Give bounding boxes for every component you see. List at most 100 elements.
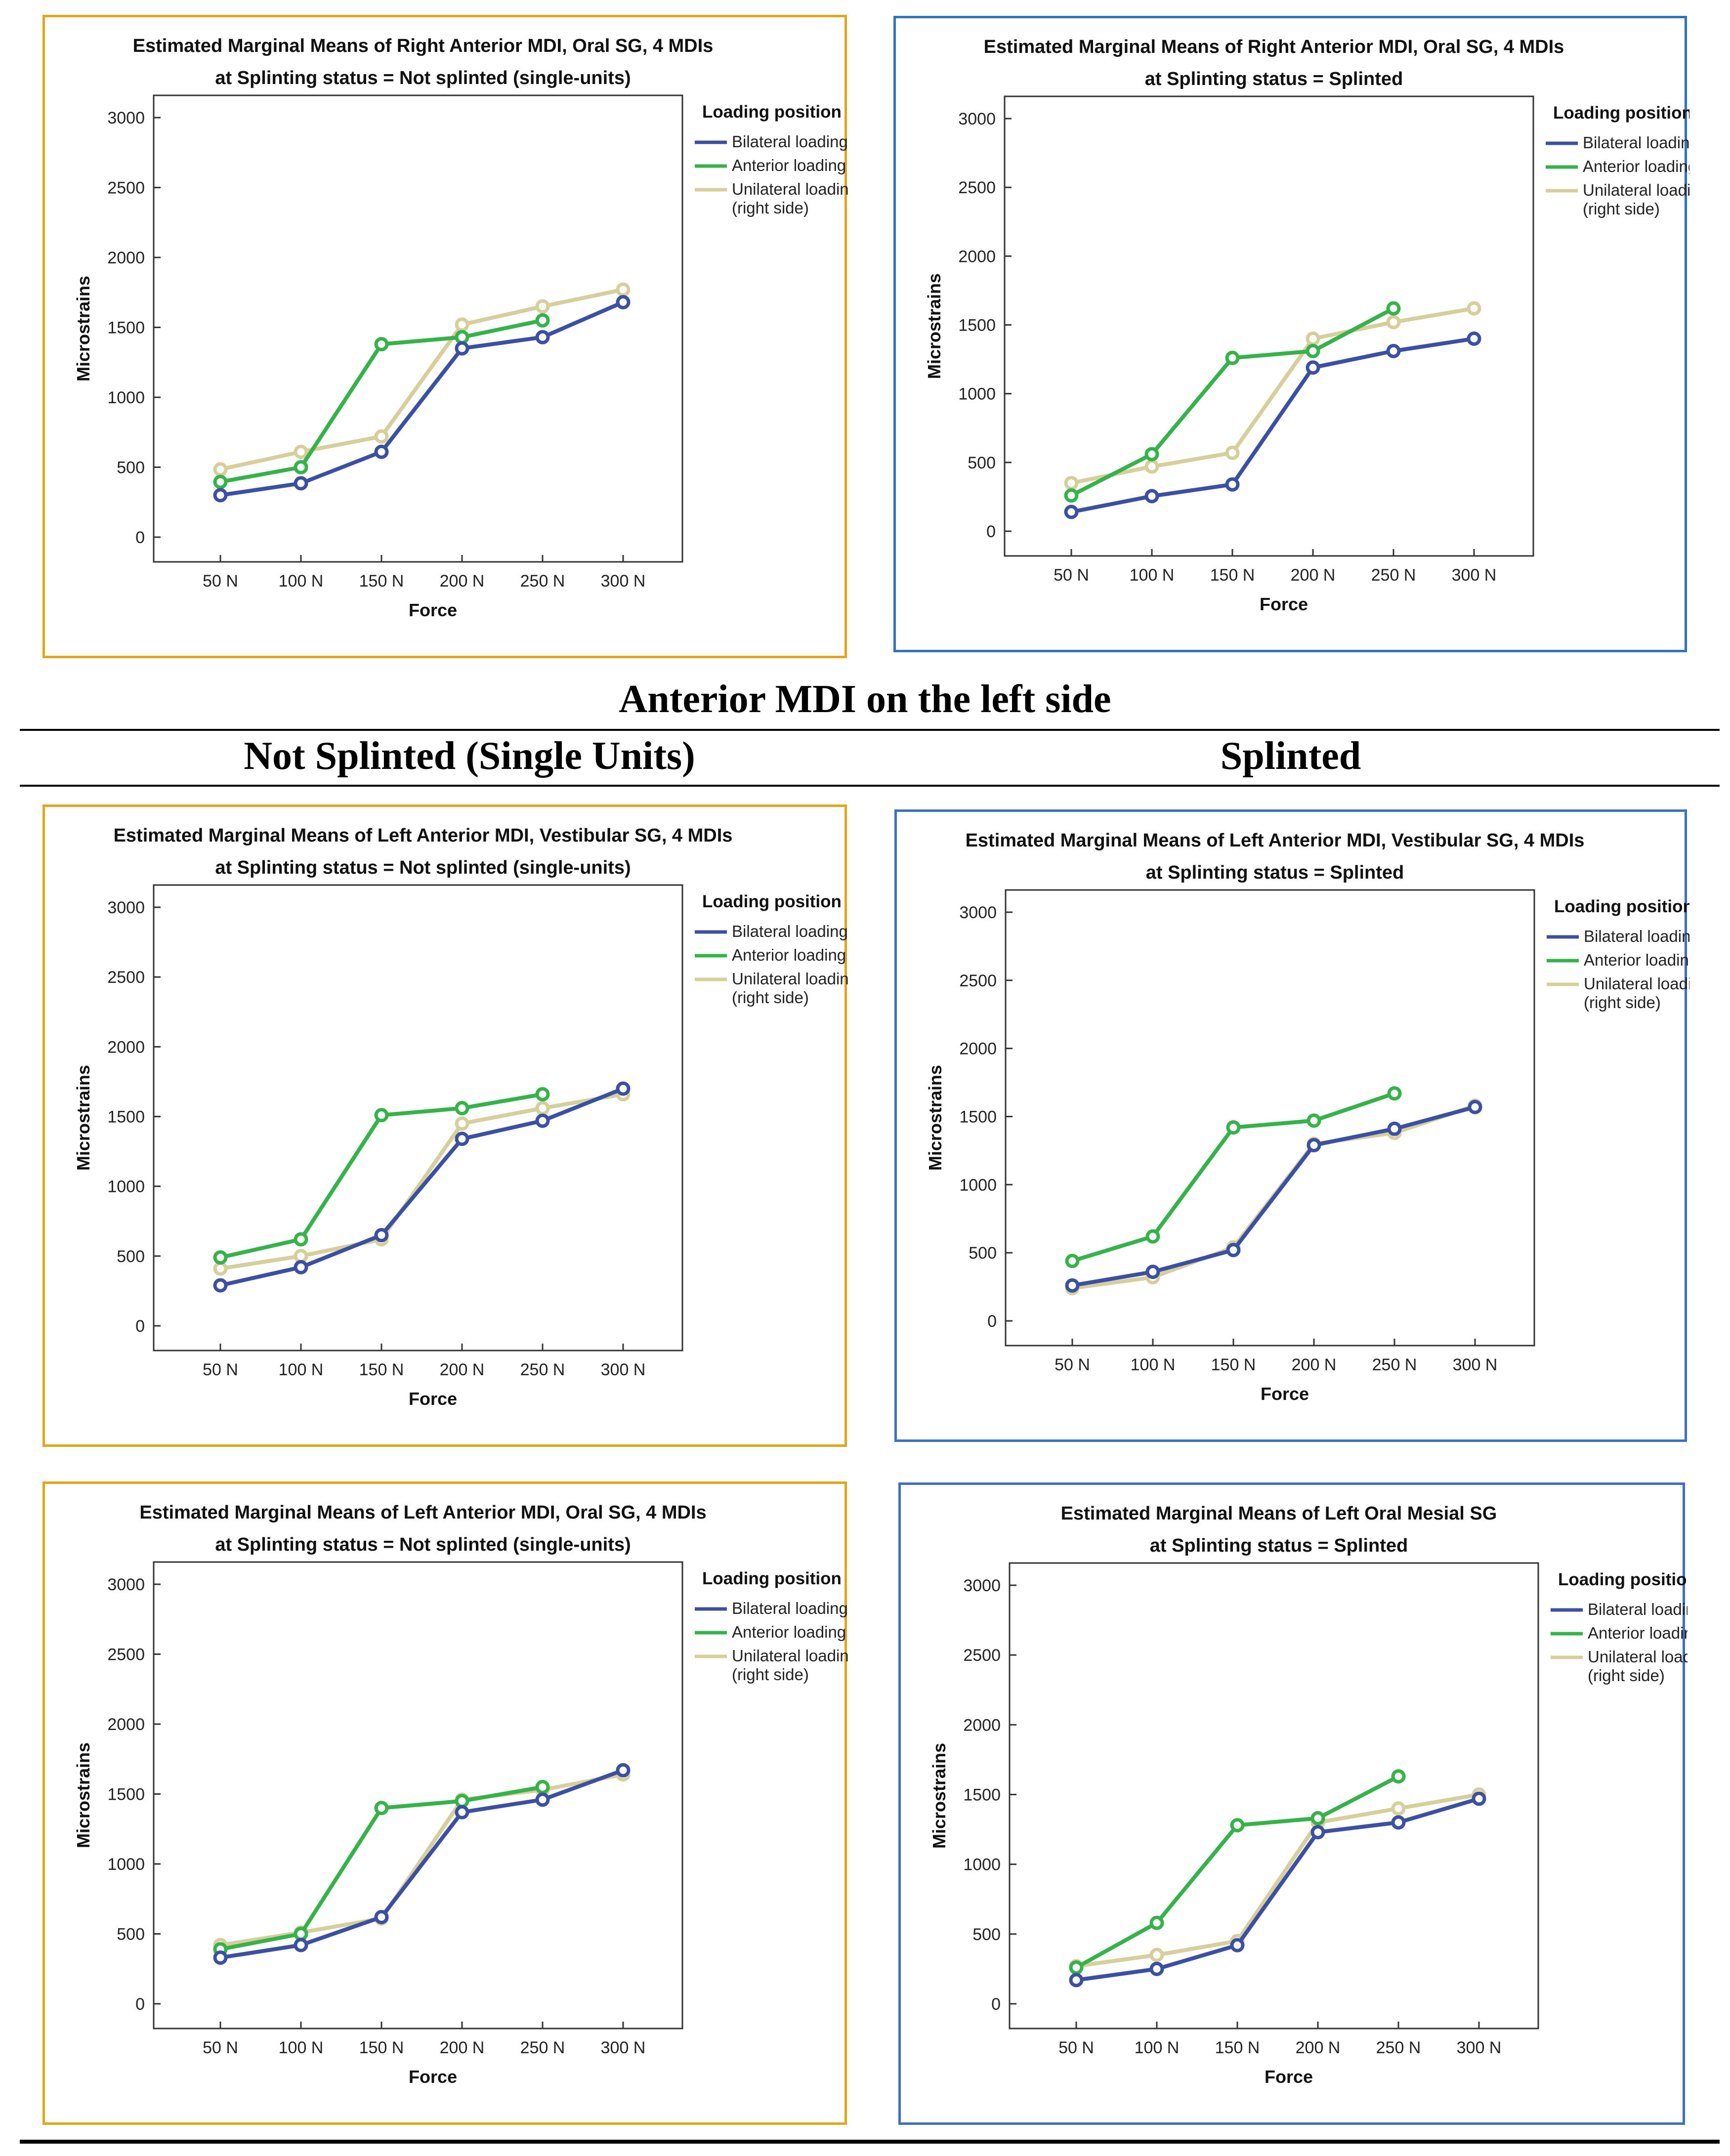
x-tick-label: 100 N (1135, 2038, 1180, 2057)
data-point-anterior (374, 337, 389, 351)
data-point-anterior (374, 1108, 389, 1123)
y-axis-label: Microstrains (924, 273, 944, 379)
legend-label-bilateral: Bilateral loading (732, 922, 848, 940)
chart-6: Estimated Marginal Means of Left Oral Me… (929, 1503, 1688, 2087)
y-tick-label: 1000 (963, 1856, 1001, 1874)
chart-title: Estimated Marginal Means of Right Anteri… (133, 36, 714, 56)
data-point-bilateral (616, 1763, 631, 1777)
data-point-unilateral (455, 1116, 469, 1131)
legend-label-anterior: Anterior loading (732, 156, 846, 174)
chart-panel-1: Estimated Marginal Means of Right Anteri… (42, 15, 849, 658)
y-tick-label: 3000 (107, 1575, 145, 1594)
series-line-bilateral (1071, 337, 1475, 514)
legend-label-unilateral: Unilateral loading (732, 970, 849, 988)
chart-subtitle: at Splinting status = Splinted (1145, 69, 1403, 89)
legend-label-bilateral: Bilateral loading (732, 132, 848, 151)
data-point-unilateral (1149, 1947, 1164, 1962)
y-tick-label: 3000 (958, 110, 996, 128)
legend-title: Loading position (1554, 897, 1689, 916)
data-point-anterior (1064, 488, 1079, 503)
x-tick-label: 50 N (203, 572, 238, 591)
x-tick-label: 150 N (1210, 566, 1255, 585)
chart-panel-3: Estimated Marginal Means of Left Anterio… (42, 804, 849, 1447)
y-tick-label: 1000 (107, 388, 145, 407)
y-tick-label: 2500 (963, 1646, 1001, 1665)
y-tick-label: 1500 (958, 316, 996, 335)
data-point-bilateral (616, 295, 631, 310)
chart-panel-2: Estimated Marginal Means of Right Anteri… (893, 16, 1689, 652)
data-point-bilateral (535, 1792, 550, 1807)
y-axis-label: Microstrains (73, 1065, 93, 1171)
legend-label-unilateral: Unilateral loading (732, 180, 849, 198)
plot-area (1005, 889, 1535, 1347)
y-axis-label: Microstrains (929, 1743, 949, 1849)
data-point-bilateral (374, 1227, 389, 1242)
data-point-bilateral (1144, 489, 1159, 504)
y-tick-label: 0 (135, 1317, 145, 1336)
data-point-bilateral (1230, 1938, 1245, 1952)
data-point-anterior (294, 460, 308, 474)
legend-label-unilateral: Unilateral loading (1583, 181, 1689, 199)
data-point-bilateral (1069, 1973, 1084, 1987)
y-tick-label: 2500 (107, 179, 145, 198)
data-point-anterior (1226, 1120, 1241, 1135)
data-point-anterior (455, 1101, 469, 1116)
x-tick-label: 200 N (1291, 566, 1336, 585)
x-tick-label: 100 N (1131, 1355, 1176, 1374)
y-tick-label: 3000 (963, 1576, 1001, 1595)
data-point-bilateral (213, 1950, 228, 1965)
legend-label-unilateral: Unilateral loading (1584, 974, 1689, 993)
data-point-bilateral (1472, 1791, 1486, 1806)
data-point-bilateral (1064, 505, 1079, 519)
y-tick-label: 2000 (963, 1716, 1001, 1734)
x-tick-label: 300 N (601, 1360, 646, 1379)
data-point-bilateral (616, 1081, 631, 1096)
x-tick-label: 250 N (520, 2038, 565, 2057)
x-axis-label: Force (1260, 594, 1308, 614)
data-point-anterior (535, 1087, 550, 1101)
x-axis-label: Force (409, 1389, 457, 1409)
data-point-unilateral (1225, 445, 1240, 460)
legend-label-anterior: Anterior loading (732, 1623, 846, 1641)
chart-subtitle: at Splinting status = Not splinted (sing… (215, 1534, 631, 1555)
plot-area (153, 1561, 683, 2029)
chart-subtitle: at Splinting status = Splinted (1150, 1535, 1408, 1556)
legend-label-bilateral: Bilateral loading (1584, 927, 1689, 945)
y-tick-label: 1500 (959, 1108, 997, 1127)
divider-middle (20, 785, 1720, 787)
x-tick-label: 200 N (440, 1360, 485, 1379)
y-tick-label: 1500 (107, 1785, 145, 1804)
chart-title: Estimated Marginal Means of Left Anterio… (139, 1502, 706, 1523)
legend-label-unilateral-line2: (right side) (732, 1665, 809, 1684)
y-tick-label: 500 (972, 1925, 1001, 1944)
x-tick-label: 300 N (601, 572, 646, 591)
legend-title: Loading position (702, 102, 842, 122)
legend-label-unilateral: Unilateral loading (1588, 1648, 1688, 1666)
x-tick-label: 50 N (203, 2038, 238, 2057)
column-title-not-splinted: Not Splinted (Single Units) (244, 734, 695, 778)
x-tick-label: 50 N (203, 1360, 238, 1379)
x-tick-label: 300 N (1452, 566, 1497, 585)
data-point-anterior (213, 1250, 228, 1265)
x-axis-label: Force (409, 2067, 457, 2087)
series-line-bilateral (220, 1087, 624, 1288)
data-point-anterior (1144, 447, 1159, 462)
divider-top (20, 729, 1720, 731)
x-tick-label: 50 N (1058, 2038, 1094, 2057)
series-line-unilateral (220, 1092, 624, 1271)
chart-title: Estimated Marginal Means of Right Anteri… (984, 37, 1564, 57)
y-axis-label: Microstrains (73, 276, 93, 381)
divider-bottom (20, 2140, 1720, 2144)
legend-title: Loading position (1553, 103, 1689, 123)
data-point-unilateral (535, 1101, 550, 1116)
y-tick-label: 2500 (107, 1646, 145, 1664)
x-axis-label: Force (1261, 1384, 1309, 1404)
data-point-unilateral (1391, 1801, 1406, 1816)
legend-label-unilateral-line2: (right side) (1584, 993, 1661, 1012)
y-axis-label: Microstrains (925, 1065, 945, 1171)
chart-title: Estimated Marginal Means of Left Oral Me… (1061, 1503, 1497, 1524)
series-line-bilateral (220, 300, 624, 498)
legend-label-anterior: Anterior loading (732, 946, 846, 964)
data-point-anterior (535, 1779, 550, 1794)
x-tick-label: 200 N (1296, 2038, 1341, 2057)
